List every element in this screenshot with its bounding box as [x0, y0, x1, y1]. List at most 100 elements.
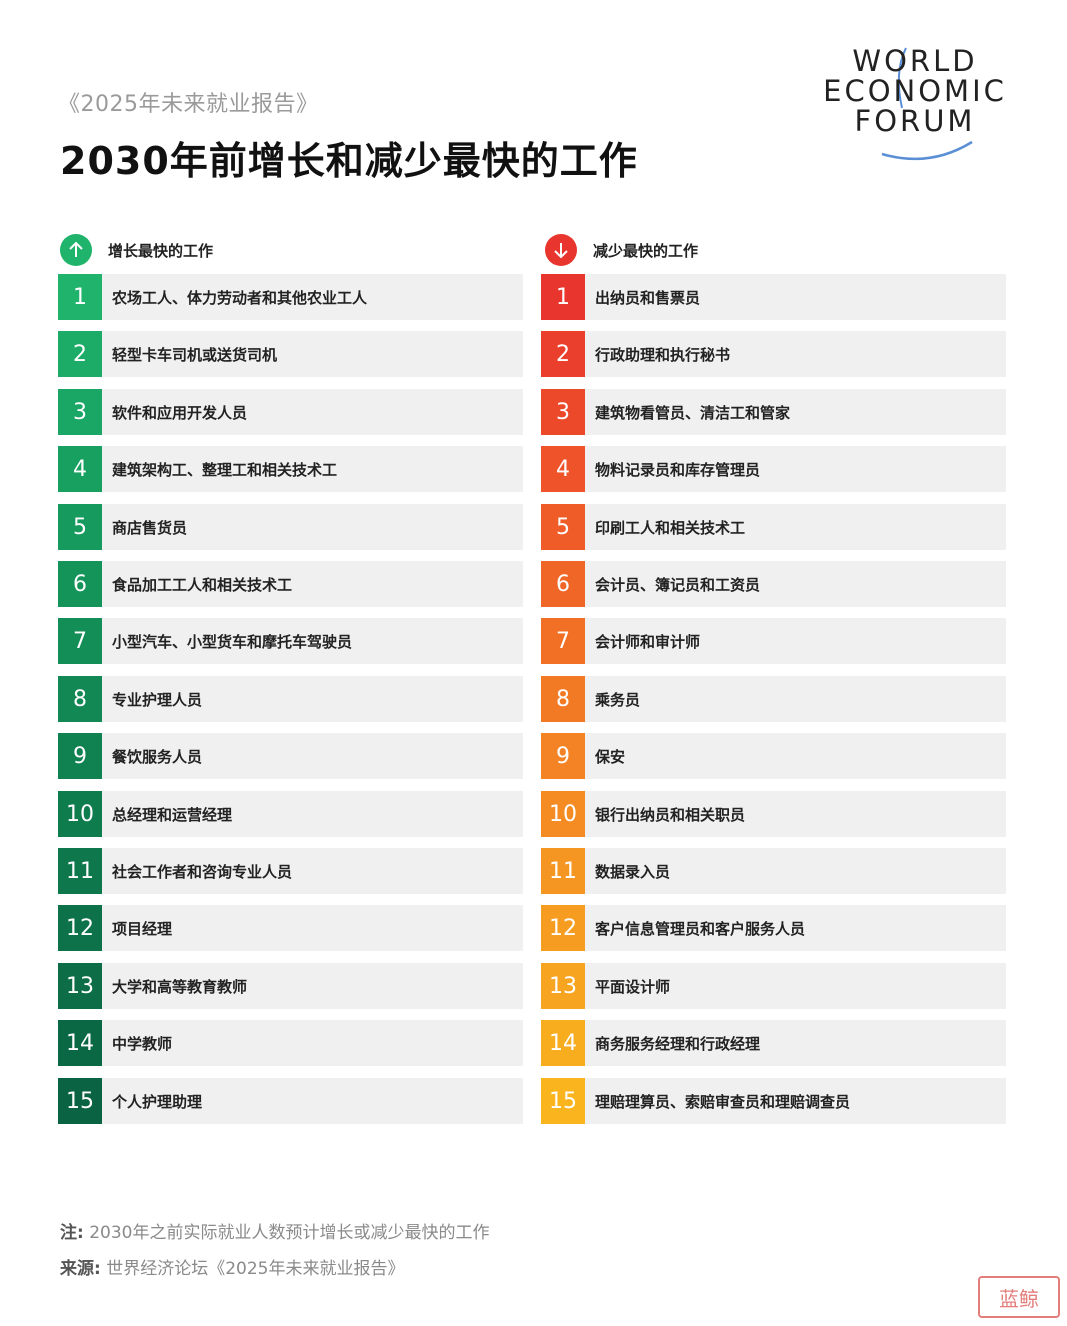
logo-line-forum: FORUM — [854, 104, 976, 138]
rank-badge: 11 — [541, 848, 585, 894]
list-item: 8 乘务员 — [541, 676, 1006, 722]
watermark-stamp: 蓝鲸 — [978, 1276, 1060, 1318]
job-title: 行政助理和执行秘书 — [595, 345, 731, 364]
rank-badge: 9 — [58, 733, 102, 779]
job-title: 轻型卡车司机或送货司机 — [112, 345, 278, 364]
rank-badge: 12 — [541, 905, 585, 951]
wef-logo: WORLD ECONOMIC FORUM — [810, 42, 1020, 164]
rank-badge: 7 — [541, 618, 585, 664]
list-item: 1 农场工人、体力劳动者和其他农业工人 — [58, 274, 523, 320]
list-item: 6 会计员、簿记员和工资员 — [541, 561, 1006, 607]
footer-source: 来源: 世界经济论坛《2025年未来就业报告》 — [60, 1254, 404, 1279]
rank-badge: 15 — [541, 1078, 585, 1124]
list-item: 11 数据录入员 — [541, 848, 1006, 894]
list-item: 5 商店售货员 — [58, 504, 523, 550]
list-item: 15 个人护理助理 — [58, 1078, 523, 1124]
rank-badge: 4 — [541, 446, 585, 492]
rank-badge: 3 — [541, 389, 585, 435]
job-title: 大学和高等教育教师 — [112, 977, 248, 996]
note-text: 2030年之前实际就业人数预计增长或减少最快的工作 — [89, 1223, 490, 1243]
job-title: 保安 — [595, 747, 626, 766]
job-title: 出纳员和售票员 — [595, 288, 701, 307]
job-title: 中学教师 — [112, 1034, 173, 1053]
rank-badge: 8 — [541, 676, 585, 722]
page-title: 2030年前增长和减少最快的工作 — [60, 139, 638, 183]
list-item: 9 保安 — [541, 733, 1006, 779]
job-title: 乘务员 — [595, 690, 641, 709]
rank-badge: 9 — [541, 733, 585, 779]
rank-badge: 8 — [58, 676, 102, 722]
rank-badge: 14 — [58, 1020, 102, 1066]
list-item: 12 客户信息管理员和客户服务人员 — [541, 905, 1006, 951]
rank-badge: 11 — [58, 848, 102, 894]
job-title: 建筑物看管员、清洁工和管家 — [595, 403, 791, 422]
job-title: 餐饮服务人员 — [112, 747, 203, 766]
list-item: 5 印刷工人和相关技术工 — [541, 504, 1006, 550]
list-item: 3 软件和应用开发人员 — [58, 389, 523, 435]
declining-header: 减少最快的工作 — [545, 232, 698, 268]
job-title: 客户信息管理员和客户服务人员 — [595, 919, 806, 938]
source-text: 世界经济论坛《2025年未来就业报告》 — [106, 1259, 405, 1279]
rank-badge: 3 — [58, 389, 102, 435]
job-title: 社会工作者和咨询专业人员 — [112, 862, 293, 881]
rank-badge: 12 — [58, 905, 102, 951]
list-item: 11 社会工作者和咨询专业人员 — [58, 848, 523, 894]
job-title: 软件和应用开发人员 — [112, 403, 248, 422]
list-item: 3 建筑物看管员、清洁工和管家 — [541, 389, 1006, 435]
list-item: 10 总经理和运营经理 — [58, 791, 523, 837]
job-title: 物料记录员和库存管理员 — [595, 460, 761, 479]
growing-header-label: 增长最快的工作 — [108, 241, 214, 260]
list-item: 13 平面设计师 — [541, 963, 1006, 1009]
logo-line-world: WORLD — [852, 44, 978, 78]
job-title: 项目经理 — [112, 919, 173, 938]
growing-header: 增长最快的工作 — [60, 232, 213, 268]
rank-badge: 1 — [58, 274, 102, 320]
rank-badge: 2 — [58, 331, 102, 377]
rank-badge: 10 — [58, 791, 102, 837]
list-item: 9 餐饮服务人员 — [58, 733, 523, 779]
job-title: 印刷工人和相关技术工 — [595, 518, 746, 537]
list-item: 14 中学教师 — [58, 1020, 523, 1066]
rank-badge: 13 — [58, 963, 102, 1009]
arrow-up-icon — [60, 234, 92, 266]
job-title: 平面设计师 — [595, 977, 671, 996]
list-item: 4 建筑架构工、整理工和相关技术工 — [58, 446, 523, 492]
job-title: 数据录入员 — [595, 862, 671, 881]
list-item: 2 轻型卡车司机或送货司机 — [58, 331, 523, 377]
rank-badge: 6 — [58, 561, 102, 607]
list-item: 12 项目经理 — [58, 905, 523, 951]
job-title: 小型汽车、小型货车和摩托车驾驶员 — [112, 632, 353, 651]
job-title: 理赔理算员、索赔审查员和理赔调查员 — [595, 1092, 851, 1111]
list-item: 13 大学和高等教育教师 — [58, 963, 523, 1009]
rank-badge: 15 — [58, 1078, 102, 1124]
declining-header-label: 减少最快的工作 — [593, 241, 699, 260]
list-item: 14 商务服务经理和行政经理 — [541, 1020, 1006, 1066]
source-label: 来源: — [60, 1259, 101, 1279]
job-title: 个人护理助理 — [112, 1092, 203, 1111]
rank-badge: 1 — [541, 274, 585, 320]
rank-badge: 13 — [541, 963, 585, 1009]
list-item: 8 专业护理人员 — [58, 676, 523, 722]
job-title: 建筑架构工、整理工和相关技术工 — [112, 460, 338, 479]
list-item: 4 物料记录员和库存管理员 — [541, 446, 1006, 492]
arrow-down-icon — [545, 234, 577, 266]
job-title: 农场工人、体力劳动者和其他农业工人 — [112, 288, 368, 307]
rank-badge: 6 — [541, 561, 585, 607]
job-title: 银行出纳员和相关职员 — [595, 805, 746, 824]
job-title: 食品加工工人和相关技术工 — [112, 575, 293, 594]
list-item: 6 食品加工工人和相关技术工 — [58, 561, 523, 607]
logo-line-economic: ECONOMIC — [823, 74, 1007, 108]
rank-badge: 2 — [541, 331, 585, 377]
rank-badge: 4 — [58, 446, 102, 492]
list-item: 1 出纳员和售票员 — [541, 274, 1006, 320]
rank-badge: 5 — [58, 504, 102, 550]
list-item: 15 理赔理算员、索赔审查员和理赔调查员 — [541, 1078, 1006, 1124]
job-title: 商务服务经理和行政经理 — [595, 1034, 761, 1053]
list-item: 7 会计师和审计师 — [541, 618, 1006, 664]
job-title: 会计员、簿记员和工资员 — [595, 575, 761, 594]
list-item: 10 银行出纳员和相关职员 — [541, 791, 1006, 837]
rank-badge: 7 — [58, 618, 102, 664]
report-name: 《2025年未来就业报告》 — [58, 92, 319, 117]
logo-arc-icon — [881, 47, 973, 161]
job-title: 总经理和运营经理 — [112, 805, 233, 824]
